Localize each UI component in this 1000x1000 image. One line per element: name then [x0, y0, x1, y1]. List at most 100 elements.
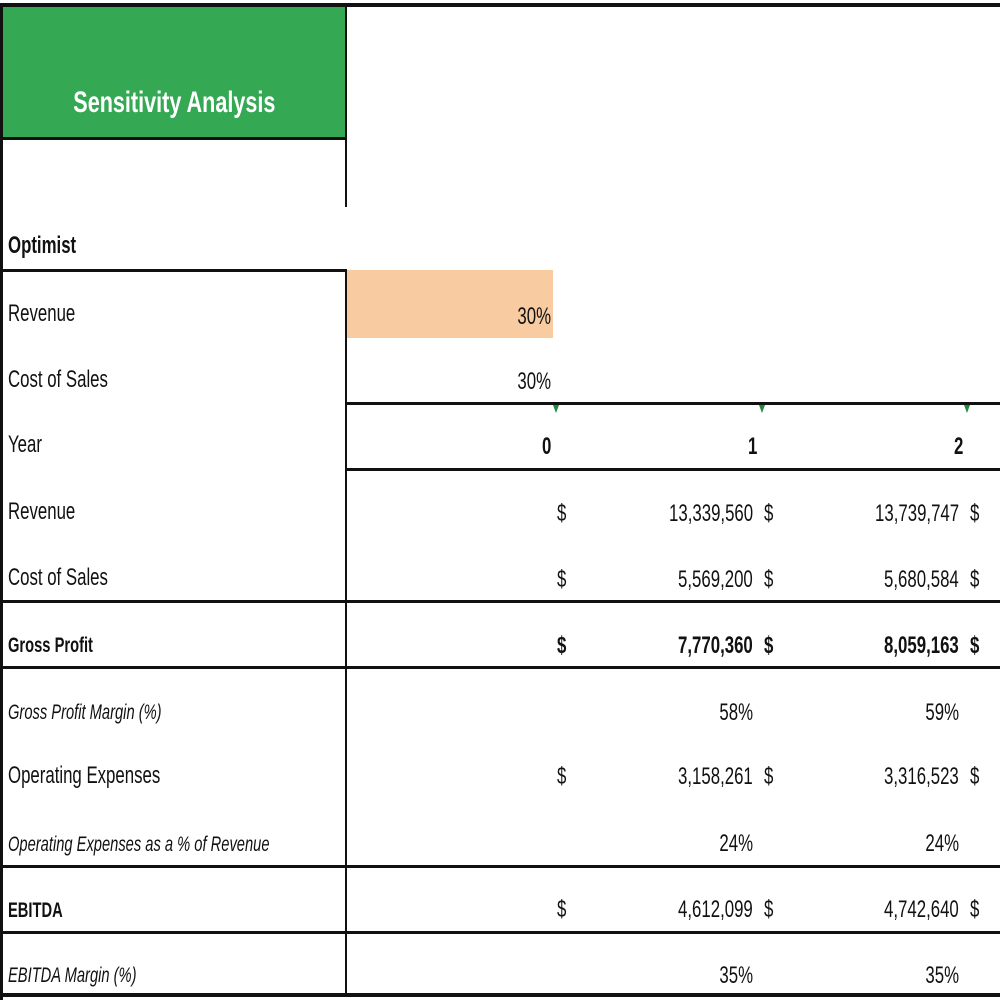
cost-y2-cell[interactable]: 5,680,584 — [759, 568, 959, 592]
opex-pct-y2: 24% — [925, 830, 959, 857]
opex-label-cell[interactable]: Operating Expenses — [8, 764, 225, 788]
page-title: Sensitivity Analysis — [73, 86, 276, 119]
scenario-underline — [3, 269, 347, 272]
cost-of-sales-label-cell[interactable]: Cost of Sales — [8, 566, 151, 590]
gross-profit-bottom-border — [3, 666, 1000, 669]
opex-currency-2: $ — [970, 763, 980, 790]
gp-currency-0: $ — [557, 632, 567, 659]
cost-currency-1: $ — [764, 566, 774, 593]
gp-y2-cell[interactable]: 8,059,163 — [759, 634, 959, 658]
opex-currency-1: $ — [764, 763, 774, 790]
gp-y2: 8,059,163 — [884, 632, 959, 659]
opex-pct-label: Operating Expenses as a % of Revenue — [8, 833, 270, 856]
gm-y1: 58% — [719, 699, 753, 726]
revenue-y1-cell[interactable]: 13,339,560 — [553, 502, 753, 526]
input-cost-value: 30% — [517, 368, 551, 395]
opex-y2-cell[interactable]: 3,316,523 — [759, 765, 959, 789]
input-cost-label-cell[interactable]: Cost of Sales — [8, 368, 151, 392]
comment-marker-icon — [553, 405, 559, 413]
opex-y1: 3,158,261 — [678, 763, 753, 790]
title-banner: Sensitivity Analysis — [3, 7, 346, 137]
ebitda-y2-cell[interactable]: 4,742,640 — [759, 898, 959, 922]
em-y1: 35% — [719, 962, 753, 989]
border-top — [0, 3, 1000, 7]
revenue-currency-0: $ — [557, 500, 567, 527]
cost-currency-0: $ — [557, 566, 567, 593]
opex-pct-label-cell[interactable]: Operating Expenses as a % of Revenue — [8, 834, 382, 855]
gross-profit-label: Gross Profit — [8, 634, 93, 657]
year-1: 1 — [747, 433, 757, 460]
year-top-border — [347, 402, 1000, 405]
year-2: 2 — [953, 433, 963, 460]
year-0-cell[interactable]: 0 — [347, 435, 551, 459]
input-revenue-value-cell[interactable]: 30% — [347, 305, 551, 329]
ebitda-margin-label: EBITDA Margin (%) — [8, 964, 137, 987]
comment-marker-icon — [759, 405, 765, 413]
revenue-input-cell[interactable] — [347, 270, 553, 338]
ebitda-top-border — [3, 865, 1000, 868]
title-divider — [3, 137, 347, 140]
border-bottom — [0, 993, 1000, 997]
ebitda-label: EBITDA — [8, 899, 63, 922]
border-left — [0, 3, 3, 1000]
revenue-y1: 13,339,560 — [668, 500, 753, 527]
revenue-y2-cell[interactable]: 13,739,747 — [759, 502, 959, 526]
gross-profit-label-cell[interactable]: Gross Profit — [8, 635, 129, 656]
em-y2: 35% — [925, 962, 959, 989]
opex-pct-y1: 24% — [719, 830, 753, 857]
scenario-heading-cell[interactable]: Optimist — [8, 234, 105, 258]
cost-y1: 5,569,200 — [678, 566, 753, 593]
gm-y2: 59% — [925, 699, 959, 726]
gp-currency-2: $ — [970, 632, 980, 659]
cost-y2: 5,680,584 — [884, 566, 959, 593]
year-label: Year — [8, 431, 42, 458]
ebitda-y1-cell[interactable]: 4,612,099 — [553, 898, 753, 922]
ebitda-y2: 4,742,640 — [884, 896, 959, 923]
ebitda-bottom-border — [3, 931, 1000, 934]
opex-y2: 3,316,523 — [884, 763, 959, 790]
input-revenue-value: 30% — [517, 303, 551, 330]
ebitda-currency-2: $ — [970, 896, 980, 923]
em-y1-cell[interactable]: 35% — [553, 964, 753, 988]
input-cost-value-cell[interactable]: 30% — [347, 370, 551, 394]
gp-y1: 7,770,360 — [678, 632, 753, 659]
comment-marker-icon — [964, 405, 970, 413]
gross-margin-label: Gross Profit Margin (%) — [8, 701, 162, 724]
cost-y1-cell[interactable]: 5,569,200 — [553, 568, 753, 592]
year-bottom-border — [347, 468, 1000, 471]
gp-y1-cell[interactable]: 7,770,360 — [553, 634, 753, 658]
ebitda-currency-1: $ — [764, 896, 774, 923]
opex-label: Operating Expenses — [8, 762, 161, 789]
year-1-cell[interactable]: 1 — [553, 435, 757, 459]
em-y2-cell[interactable]: 35% — [759, 964, 959, 988]
ebitda-margin-label-cell[interactable]: EBITDA Margin (%) — [8, 965, 192, 986]
gm-y1-cell[interactable]: 58% — [553, 701, 753, 725]
ebitda-currency-0: $ — [557, 896, 567, 923]
gm-y2-cell[interactable]: 59% — [759, 701, 959, 725]
year-label-cell[interactable]: Year — [8, 433, 57, 457]
revenue-label-cell[interactable]: Revenue — [8, 500, 104, 524]
opex-currency-0: $ — [557, 763, 567, 790]
revenue-currency-2: $ — [970, 500, 980, 527]
gross-margin-label-cell[interactable]: Gross Profit Margin (%) — [8, 702, 227, 723]
revenue-label: Revenue — [8, 498, 76, 525]
cost-of-sales-label: Cost of Sales — [8, 564, 108, 591]
ebitda-y1: 4,612,099 — [678, 896, 753, 923]
year-2-cell[interactable]: 2 — [759, 435, 963, 459]
revenue-y2: 13,739,747 — [874, 500, 959, 527]
title-column-border — [345, 7, 347, 207]
scenario-heading: Optimist — [8, 232, 77, 259]
opex-y1-cell[interactable]: 3,158,261 — [553, 765, 753, 789]
cost-currency-2: $ — [970, 566, 980, 593]
ebitda-label-cell[interactable]: EBITDA — [8, 900, 86, 921]
year-0: 0 — [541, 433, 551, 460]
input-revenue-label-cell[interactable]: Revenue — [8, 302, 104, 326]
revenue-currency-1: $ — [764, 500, 774, 527]
opex-pct-y1-cell[interactable]: 24% — [553, 832, 753, 856]
input-cost-label: Cost of Sales — [8, 366, 108, 393]
opex-pct-y2-cell[interactable]: 24% — [759, 832, 959, 856]
gp-currency-1: $ — [764, 632, 774, 659]
gross-profit-top-border — [3, 600, 1000, 603]
label-column-border — [345, 270, 347, 996]
